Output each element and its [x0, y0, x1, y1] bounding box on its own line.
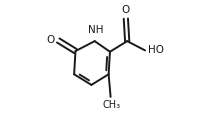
Text: O: O — [47, 35, 55, 45]
Text: O: O — [121, 5, 129, 15]
Text: HO: HO — [148, 45, 164, 55]
Text: NH: NH — [88, 25, 103, 35]
Text: CH₃: CH₃ — [102, 100, 120, 110]
